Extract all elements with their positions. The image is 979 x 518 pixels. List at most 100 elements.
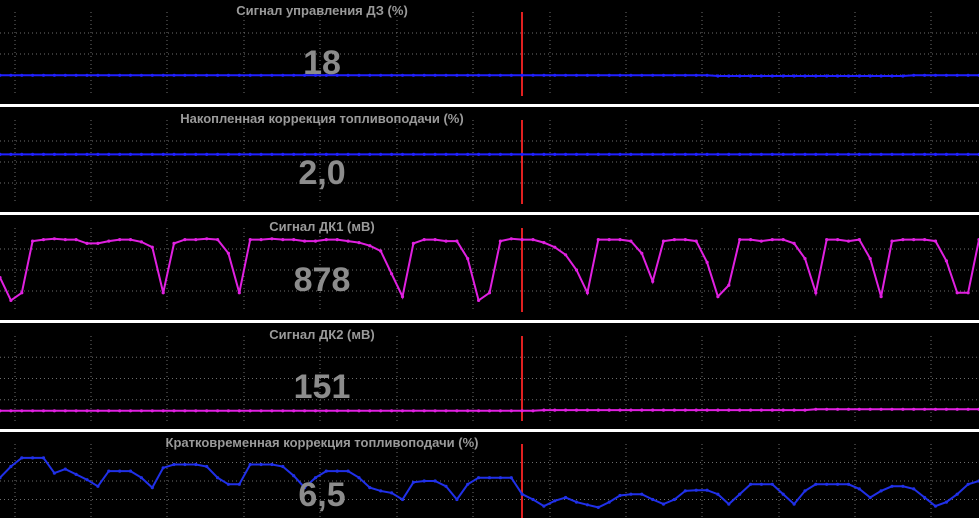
panel-value: 2,0 (298, 154, 345, 192)
trace-sample-point (509, 152, 513, 156)
trace-sample-point (629, 408, 633, 412)
trace-sample-point (237, 291, 241, 295)
trace-sample-point (857, 74, 861, 78)
trace-sample-point (553, 152, 557, 156)
trace-sample-point (574, 500, 579, 504)
trace-sample-point (923, 495, 927, 500)
trace-sample-point (183, 73, 187, 77)
trace-sample-point (531, 73, 535, 77)
trace-sample-point (868, 407, 872, 411)
trace-sample-point (9, 298, 13, 302)
trace-sample-point (781, 408, 785, 412)
trace-sample-point (411, 480, 415, 484)
trace-sample-point (727, 74, 731, 78)
trace-sample-point (205, 464, 209, 469)
trace-sample-point (444, 239, 448, 243)
trace-sample-point (237, 482, 241, 486)
trace-sample-point (313, 476, 318, 480)
trace-sample-point (607, 408, 611, 412)
trace-sample-point (183, 462, 187, 467)
trace-sample-point (477, 152, 481, 156)
trace-sample-point (836, 482, 840, 486)
trace-sample-point (411, 152, 415, 156)
trace-sample-point (248, 409, 252, 413)
trace-sample-point (161, 73, 165, 77)
trace-sample-point (836, 152, 840, 156)
trace-sample-point (444, 152, 448, 156)
trace-sample-point (879, 152, 883, 156)
trace-sample-point (672, 152, 677, 156)
trace-sample-point (727, 283, 731, 287)
trace-sample-point (629, 152, 633, 156)
trace-sample-point (216, 73, 220, 77)
trace-sample-point (20, 152, 24, 156)
trace-sample-point (651, 152, 655, 156)
trace-sample-point (128, 152, 133, 156)
trace-sample-point (455, 409, 459, 413)
trace-sample-point (172, 152, 176, 156)
trace-sample-point (814, 482, 818, 486)
trace-sample-point (487, 476, 492, 480)
trace-sample-point (194, 462, 198, 467)
trace-sample-point (85, 241, 89, 245)
trace-sample-point (183, 409, 187, 413)
trace-throttle-control (0, 73, 979, 78)
trace-sample-point (661, 73, 666, 77)
trace-sample-point (846, 74, 851, 78)
panel-title: Сигнал управления ДЗ (%) (236, 3, 408, 18)
trace-sample-point (792, 152, 796, 156)
trace-sample-point (411, 241, 415, 245)
trace-sample-point (705, 73, 709, 77)
trace-sample-point (466, 73, 470, 77)
trace-sample-point (944, 500, 949, 504)
trace-sample-point (477, 298, 481, 302)
trace-sample-point (846, 407, 851, 411)
trace-sample-point (324, 73, 328, 77)
trace-sample-point (770, 152, 774, 156)
trace-sample-point (390, 272, 394, 276)
trace-sample-point (944, 259, 949, 263)
trace-sample-point (792, 74, 796, 78)
trace-sample-point (825, 238, 829, 242)
trace-sample-point (607, 152, 611, 156)
trace-sample-point (879, 489, 883, 493)
trace-sample-point (194, 238, 198, 242)
trace-sample-point (814, 74, 818, 78)
trace-sample-point (455, 152, 459, 156)
trace-sample-point (422, 409, 426, 413)
trace-sample-point (738, 408, 742, 412)
trace-sample-point (509, 73, 513, 77)
trace-sample-point (139, 73, 143, 77)
trace-sample-point (96, 484, 100, 488)
trace-sample-point (422, 152, 426, 156)
trace-sample-point (585, 152, 590, 156)
trace-sample-point (955, 152, 959, 156)
trace-sample-point (727, 408, 731, 412)
panel-title: Кратковременная коррекция топливоподачи … (166, 435, 479, 450)
trace-sample-point (825, 74, 829, 78)
trace-sample-point (0, 152, 2, 156)
trace-sample-point (183, 152, 187, 156)
trace-sample-point (890, 407, 894, 411)
trace-sample-point (542, 408, 546, 412)
trace-sample-point (63, 467, 67, 471)
trace-sample-point (792, 502, 796, 506)
trace-sample-point (749, 238, 753, 242)
trace-sample-point (216, 409, 220, 413)
trace-sample-point (944, 407, 949, 411)
trace-sample-point (520, 152, 524, 156)
trace-sample-point (716, 152, 720, 156)
trace-sample-point (846, 239, 851, 243)
trace-sample-point (618, 73, 622, 77)
trace-sample-point (781, 238, 785, 242)
trace-sample-point (618, 408, 622, 412)
trace-sample-point (912, 152, 916, 156)
trace-sample-point (270, 152, 274, 156)
trace-sample-point (846, 482, 851, 486)
trace-sample-point (716, 492, 720, 496)
trace-sample-point (607, 500, 611, 504)
trace-sample-point (585, 408, 590, 412)
trace-sample-point (738, 74, 742, 78)
trace-sample-point (574, 268, 579, 272)
